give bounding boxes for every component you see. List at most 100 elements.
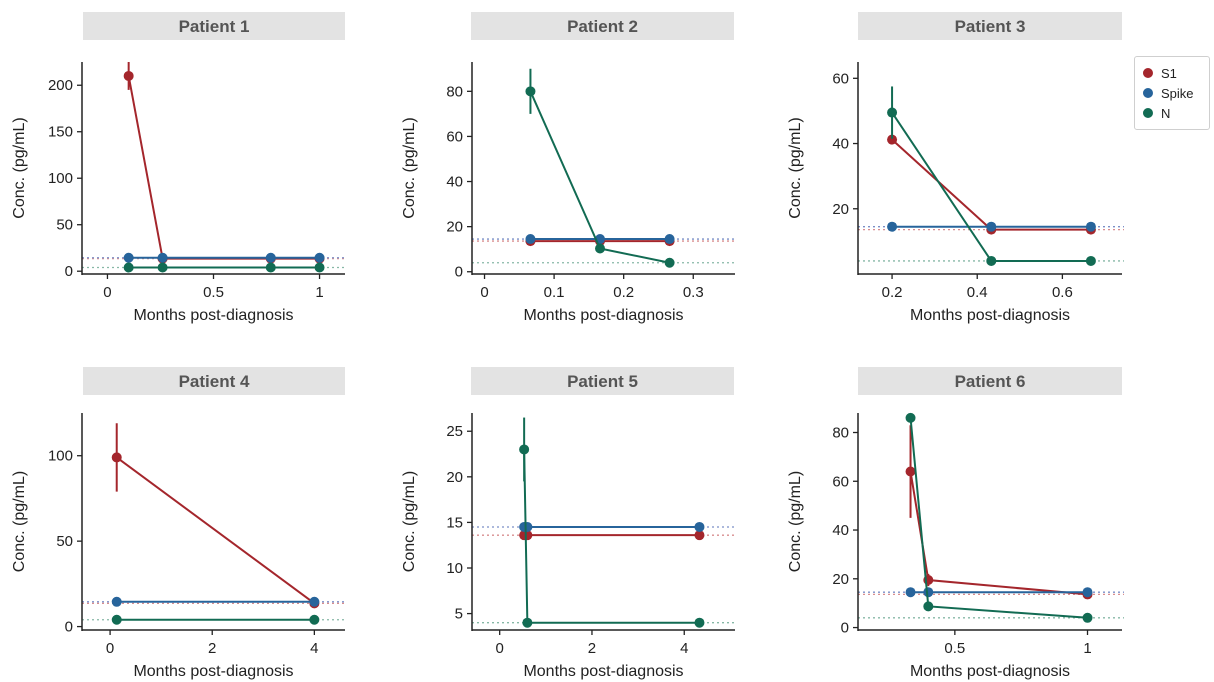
x-tick-label: 0	[106, 640, 114, 657]
y-tick-label: 40	[832, 522, 849, 539]
data-point-n	[157, 262, 168, 273]
panel-title-bg	[471, 367, 734, 395]
panel-3: Patient 3 20 40 60 0.2 0.4 0.6 Months post-diag…	[787, 12, 1124, 324]
x-tick-label: 0.5	[944, 640, 965, 657]
y-axis-label: Conc. (pg/mL)	[401, 471, 418, 572]
y-tick-label: 50	[56, 533, 73, 550]
data-point-n	[694, 617, 705, 628]
data-point-spike	[1085, 221, 1096, 232]
x-axis-label: Months post-diagnosis	[910, 307, 1070, 324]
y-tick-label: 20	[446, 219, 463, 236]
data-point-n	[664, 257, 675, 268]
x-axis-label: Months post-diagnosis	[910, 663, 1070, 680]
x-tick-label: 1	[1083, 640, 1091, 657]
y-tick-label: 40	[832, 136, 849, 153]
data-point-spike	[309, 596, 320, 607]
data-point-spike	[314, 252, 325, 263]
y-tick-label: 0	[65, 619, 73, 636]
data-point-spike	[522, 521, 533, 532]
panel-title: Patient 5	[567, 372, 638, 391]
data-point-spike	[694, 521, 705, 532]
data-point-spike	[664, 234, 675, 245]
legend: S1 Spike N	[1134, 56, 1210, 130]
y-tick-label: 200	[48, 77, 73, 94]
series-line-s1	[909, 471, 1088, 596]
series-line-s1	[116, 456, 315, 605]
y-tick-label: 60	[832, 473, 849, 490]
y-tick-label: 10	[446, 560, 463, 577]
x-tick-label: 0.2	[882, 284, 903, 301]
y-tick-label: 100	[48, 448, 73, 465]
x-tick-label: 0	[496, 640, 504, 657]
y-tick-label: 25	[446, 423, 463, 440]
y-tick-label: 80	[446, 83, 463, 100]
panel-6: Patient 6 0 20 40 60 80 0.5 1 Months post-diagno…	[787, 367, 1124, 680]
legend-marker-n	[1143, 108, 1153, 118]
data-point-s1	[123, 70, 134, 81]
y-tick-label: 150	[48, 124, 73, 141]
x-axis-label: Months post-diagnosis	[133, 307, 293, 324]
y-axis-label: Conc. (pg/mL)	[11, 117, 28, 218]
data-point-n	[314, 262, 325, 273]
data-point-spike	[1082, 587, 1093, 598]
legend-marker-spike	[1143, 88, 1153, 98]
x-tick-label: 0	[480, 284, 488, 301]
y-tick-label: 0	[455, 264, 463, 281]
x-tick-label: 0.5	[203, 284, 224, 301]
data-point-n	[123, 262, 134, 273]
data-point-n	[595, 243, 606, 254]
panel-title: Patient 4	[179, 372, 250, 391]
x-tick-label: 0.4	[967, 284, 988, 301]
y-tick-label: 5	[455, 606, 463, 623]
y-tick-label: 0	[841, 620, 849, 637]
series-line-s1	[127, 75, 320, 260]
y-tick-label: 80	[832, 425, 849, 442]
y-tick-label: 50	[56, 217, 73, 234]
series-line-n	[909, 417, 1088, 619]
data-point-spike	[887, 221, 898, 232]
x-tick-label: 4	[310, 640, 318, 657]
data-point-n	[923, 601, 934, 612]
y-tick-label: 20	[832, 201, 849, 218]
data-point-n	[1085, 255, 1096, 266]
data-point-n	[905, 412, 916, 423]
y-tick-label: 20	[832, 571, 849, 588]
panel-title: Patient 1	[179, 17, 250, 36]
legend-label-spike: Spike	[1161, 85, 1194, 101]
series-line-s1	[891, 138, 1091, 231]
data-point-n	[525, 86, 536, 97]
x-axis-label: Months post-diagnosis	[523, 663, 683, 680]
y-tick-label: 15	[446, 514, 463, 531]
x-tick-label: 0.2	[613, 284, 634, 301]
panel-title-bg	[471, 12, 734, 40]
legend-marker-s1	[1143, 68, 1153, 78]
data-point-spike	[905, 587, 916, 598]
x-tick-label: 0.6	[1052, 284, 1073, 301]
data-point-n	[887, 107, 898, 118]
y-tick-label: 100	[48, 170, 73, 187]
x-tick-label: 0.1	[544, 284, 565, 301]
x-tick-label: 4	[680, 640, 688, 657]
data-point-s1	[887, 134, 898, 145]
x-tick-label: 2	[588, 640, 596, 657]
panel-title-bg	[83, 367, 345, 395]
data-point-spike	[986, 221, 997, 232]
x-axis-label: Months post-diagnosis	[133, 663, 293, 680]
data-point-n	[986, 255, 997, 266]
panel-title-bg	[858, 12, 1122, 40]
y-tick-label: 20	[446, 469, 463, 486]
legend-label-n: N	[1161, 105, 1171, 121]
data-point-n	[111, 614, 122, 625]
data-point-s1	[905, 466, 916, 477]
data-point-spike	[525, 234, 536, 245]
y-axis-label: Conc. (pg/mL)	[787, 117, 804, 218]
legend-item-s1: S1	[1143, 63, 1209, 83]
y-axis-label: Conc. (pg/mL)	[11, 471, 28, 572]
panel-title-bg	[858, 367, 1122, 395]
x-tick-label: 0.3	[683, 284, 704, 301]
panel-1: Patient 1 0 50 100 150 200 0 0.5 1 Months post-di…	[11, 12, 347, 324]
legend-label-s1: S1	[1161, 65, 1177, 81]
panel-title: Patient 2	[567, 17, 638, 36]
